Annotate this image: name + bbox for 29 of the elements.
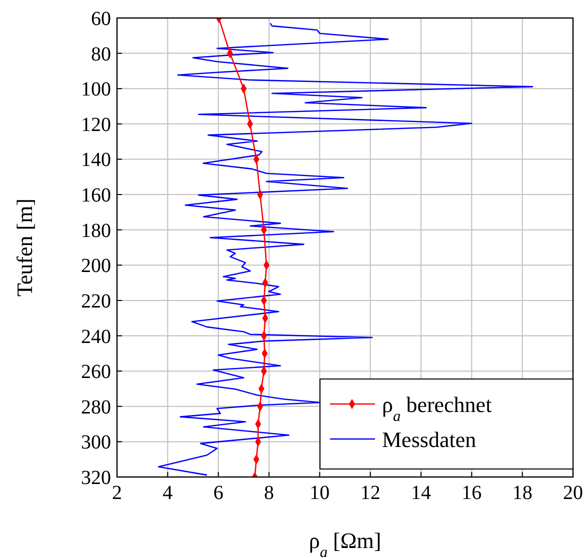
x-tick-label: 12 [360, 482, 380, 504]
y-tick-label: 220 [81, 290, 111, 312]
y-tick-label: 200 [81, 255, 111, 278]
y-axis-title: Teufen [m] [12, 198, 37, 297]
y-tick-label: 100 [81, 78, 111, 101]
y-tick-label: 160 [81, 184, 111, 207]
y-tick-label: 300 [81, 432, 111, 454]
legend-label: ρ$_{a}$ berechnet [382, 392, 492, 424]
x-tick-label: 16 [462, 482, 482, 504]
x-tick-label: 10 [310, 482, 330, 504]
x-tick-label: 8 [264, 482, 274, 504]
x-tick-label: 4 [162, 482, 173, 504]
y-tick-label: 120 [81, 114, 111, 136]
y-tick-label: 140 [81, 149, 111, 172]
y-tick-label: 80 [91, 43, 111, 66]
x-tick-label: 2 [112, 482, 122, 504]
x-tick-label: 20 [563, 482, 583, 504]
y-tick-label: 240 [81, 326, 111, 348]
y-tick-label: 180 [81, 220, 111, 242]
y-tick-label: 60 [91, 8, 111, 30]
legend-label: Messdaten [382, 427, 476, 452]
y-tick-label: 280 [81, 396, 111, 418]
y-tick-label: 320 [81, 467, 111, 489]
x-tick-label: 18 [512, 482, 532, 504]
x-tick-label: 14 [411, 482, 431, 504]
x-tick-label: 6 [213, 482, 224, 504]
x-axis-title: ρ$_{a}$ [Ωm] [308, 528, 382, 558]
line-series [158, 22, 534, 476]
y-tick-label: 260 [81, 361, 111, 384]
